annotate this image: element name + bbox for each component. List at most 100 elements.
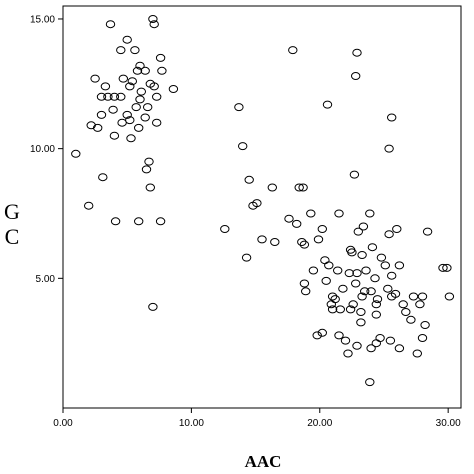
scatter-point xyxy=(371,310,381,319)
scatter-point xyxy=(365,209,375,218)
scatter-point xyxy=(116,46,126,55)
scatter-point xyxy=(372,295,383,304)
scatter-point xyxy=(408,292,419,301)
scatter-point xyxy=(131,103,141,112)
scatter-point xyxy=(352,269,362,278)
scatter-point xyxy=(322,100,333,109)
scatter-point xyxy=(140,113,150,122)
x-axis-title: AAC xyxy=(245,452,282,471)
scatter-point xyxy=(299,279,310,288)
scatter-point xyxy=(122,35,132,44)
scatter-point xyxy=(152,118,162,127)
scatter-point xyxy=(108,105,118,114)
scatter-point xyxy=(356,318,366,327)
scatter-point xyxy=(238,142,248,151)
scatter-point xyxy=(96,92,107,101)
scatter-point xyxy=(141,165,152,174)
scatter-point xyxy=(298,183,308,192)
scatter-point xyxy=(90,74,100,83)
scatter-point xyxy=(257,235,267,244)
y-axis-title-line-2: C xyxy=(5,224,20,249)
scatter-point xyxy=(152,92,162,101)
scatter-point xyxy=(394,344,405,353)
scatter-point xyxy=(324,261,334,270)
y-axis-title-line-1: G xyxy=(4,199,20,224)
x-tick-label: 0.00 xyxy=(53,418,73,429)
scatter-point xyxy=(383,284,393,293)
scatter-point xyxy=(317,225,327,233)
scatter-point xyxy=(155,53,166,62)
scatter-point xyxy=(334,331,344,340)
scatter-point xyxy=(105,20,116,29)
scatter-point xyxy=(366,287,376,296)
scatter-point xyxy=(352,341,362,350)
scatter-point xyxy=(351,72,361,80)
scatter-point xyxy=(417,334,428,342)
scatter-point xyxy=(438,263,448,272)
scatter-point xyxy=(371,339,381,348)
scatter-point xyxy=(135,61,145,70)
scatter-point xyxy=(155,217,166,226)
scatter-point xyxy=(312,331,322,340)
scatter-point xyxy=(392,225,402,233)
scatter-point xyxy=(343,349,353,358)
scatter-point xyxy=(352,48,362,57)
tick-group: 0.00 10.00 20.00 30.00 5.00 10.00 15.00 xyxy=(30,14,461,429)
scatter-point xyxy=(387,292,397,301)
scatter-point xyxy=(412,349,422,358)
scatter-point xyxy=(357,292,367,301)
scatter-point xyxy=(444,292,455,301)
scatter-point xyxy=(157,66,167,75)
y-tick-label: 5.00 xyxy=(36,274,56,285)
scatter-point xyxy=(126,134,136,143)
scatter-point xyxy=(375,334,385,342)
scatter-point xyxy=(145,183,156,192)
scatter-point xyxy=(270,238,280,246)
scatter-point xyxy=(135,95,145,104)
scatter-point xyxy=(98,173,108,182)
scatter-point xyxy=(349,170,360,179)
scatter-point xyxy=(134,123,144,132)
scatter-point xyxy=(417,292,428,301)
scatter-point xyxy=(370,274,380,283)
scatter-point xyxy=(134,217,144,226)
scatter-point xyxy=(267,183,277,192)
scatter-point xyxy=(288,46,298,55)
scatter-point xyxy=(122,110,132,119)
scatter-point xyxy=(297,238,307,246)
scatter-point xyxy=(299,240,310,249)
scatter-point xyxy=(127,77,138,86)
scatter-point xyxy=(361,266,371,275)
scatter-point xyxy=(100,82,111,91)
scatter-point xyxy=(420,321,430,329)
plot-frame xyxy=(62,5,462,409)
scatter-point xyxy=(234,103,244,112)
scatter-point xyxy=(415,300,425,309)
scatter-point xyxy=(144,157,154,166)
y-tick-label: 10.00 xyxy=(30,144,55,155)
scatter-point xyxy=(71,149,81,158)
data-points xyxy=(71,15,455,387)
scatter-point xyxy=(401,308,411,316)
scatter-point xyxy=(321,276,331,285)
scatter-point xyxy=(376,253,387,262)
scatter-point xyxy=(148,15,158,23)
scatter-point xyxy=(306,209,316,218)
scatter-point xyxy=(326,300,336,309)
scatter-point xyxy=(320,256,330,265)
scatter-point xyxy=(148,302,158,311)
scatter-point xyxy=(93,123,103,132)
scatter-point xyxy=(118,74,129,83)
scatter-point xyxy=(338,284,348,293)
scatter-point xyxy=(333,266,343,275)
scatter-point xyxy=(149,82,159,91)
scatter-point xyxy=(357,251,367,259)
scatter-point xyxy=(117,118,127,127)
y-tick-label: 15.00 xyxy=(30,14,55,25)
scatter-point xyxy=(387,113,397,122)
scatter-point xyxy=(356,308,366,316)
scatter-point xyxy=(313,235,324,244)
scatter-point xyxy=(422,227,433,236)
scatter-point xyxy=(380,261,390,270)
scatter-point xyxy=(335,305,345,314)
